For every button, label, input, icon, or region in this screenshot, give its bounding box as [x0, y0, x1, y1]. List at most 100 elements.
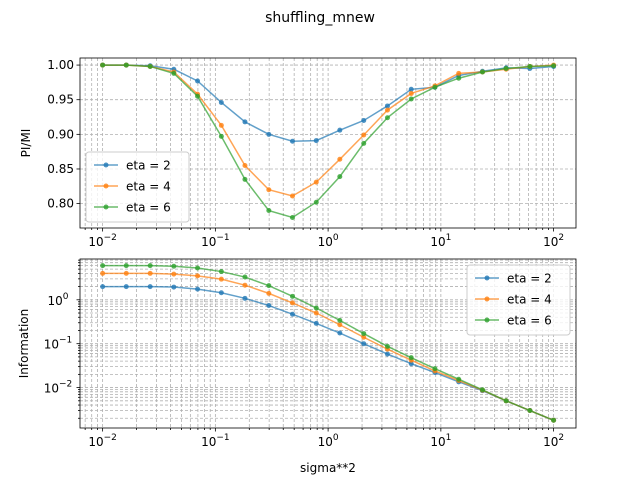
data-point	[289, 214, 295, 220]
legend-item-1: eta = 2	[94, 159, 171, 173]
data-point	[195, 265, 201, 271]
data-point	[147, 284, 153, 290]
data-point	[337, 322, 343, 328]
legend: eta = 2 eta = 4 eta = 6	[466, 264, 571, 336]
legend-swatch-marker	[484, 296, 490, 302]
series-line	[102, 64, 554, 197]
legend-item-2: eta = 4	[475, 293, 552, 307]
legend-label: eta = 2	[507, 272, 552, 286]
figure-suptitle: shuffling_mnew	[265, 10, 375, 26]
data-point	[218, 133, 224, 139]
x-tick-label: 10−2	[88, 433, 117, 449]
data-point	[432, 84, 438, 90]
series-3	[100, 263, 557, 423]
data-point	[171, 70, 177, 76]
legend-label: eta = 6	[507, 314, 552, 328]
data-point	[361, 341, 367, 347]
data-point	[313, 310, 319, 316]
legend-label: eta = 2	[126, 159, 171, 173]
data-point	[266, 290, 272, 296]
data-point	[218, 269, 224, 275]
legend: eta = 2 eta = 4 eta = 6	[85, 151, 190, 223]
data-point	[123, 263, 129, 269]
data-point	[195, 78, 201, 84]
data-point	[171, 284, 177, 290]
data-point	[384, 343, 390, 349]
data-point	[147, 263, 153, 269]
data-point	[266, 208, 272, 214]
legend-item-3: eta = 6	[475, 314, 552, 328]
data-point	[527, 408, 533, 414]
x-tick-label: 100	[318, 233, 339, 249]
data-point	[218, 276, 224, 282]
data-point	[384, 115, 390, 121]
x-tick-label: 102	[543, 433, 564, 449]
legend-swatch-marker	[484, 317, 490, 323]
data-point	[171, 271, 177, 277]
data-point	[408, 355, 414, 361]
data-point	[361, 132, 367, 138]
data-point	[313, 320, 319, 326]
y-axis-label: PI/MI	[19, 129, 33, 158]
data-point	[218, 99, 224, 105]
x-tick-label: 10−2	[88, 233, 117, 249]
x-axis-label: sigma**2	[300, 461, 356, 475]
data-point	[266, 283, 272, 289]
data-point	[432, 366, 438, 372]
x-tick-label: 102	[543, 233, 564, 249]
data-point	[123, 62, 129, 68]
series-line	[102, 264, 554, 421]
data-point	[242, 295, 248, 301]
legend-swatch-marker	[103, 204, 109, 210]
y-tick-label: 0.80	[47, 197, 74, 211]
data-point	[242, 176, 248, 182]
data-point	[361, 117, 367, 123]
series-3	[100, 62, 557, 220]
legend-item-2: eta = 4	[94, 180, 171, 194]
data-point	[242, 119, 248, 125]
x-tick-label: 100	[318, 433, 339, 449]
data-point	[313, 199, 319, 205]
data-point	[266, 303, 272, 309]
x-ticks	[84, 228, 555, 232]
data-point	[123, 284, 129, 290]
legend-box	[85, 151, 190, 223]
data-point	[337, 127, 343, 133]
legend-item-1: eta = 2	[475, 272, 552, 286]
data-point	[313, 305, 319, 311]
y-axis-label: Information	[17, 309, 31, 378]
x-tick-label: 10−1	[201, 233, 230, 249]
y-tick-label: 0.90	[47, 127, 74, 141]
data-point	[456, 376, 462, 382]
data-point	[195, 286, 201, 292]
data-point	[361, 140, 367, 146]
data-point	[100, 263, 106, 269]
data-point	[242, 274, 248, 280]
data-point	[218, 290, 224, 296]
data-point	[456, 75, 462, 81]
data-point	[289, 138, 295, 144]
data-point	[195, 273, 201, 279]
data-point	[100, 284, 106, 290]
data-point	[384, 107, 390, 113]
data-point	[289, 311, 295, 317]
series-line	[102, 64, 554, 219]
data-point	[289, 293, 295, 299]
y-tick-label: 100	[47, 292, 68, 308]
data-point	[456, 70, 462, 76]
data-point	[100, 62, 106, 68]
data-point	[527, 63, 533, 69]
y-ticks	[76, 259, 80, 419]
data-point	[479, 69, 485, 75]
data-point	[408, 90, 414, 96]
data-point	[408, 361, 414, 367]
y-tick-label: 10−2	[44, 380, 73, 396]
legend-box	[466, 264, 571, 336]
legend-swatch-marker	[484, 275, 490, 281]
data-point	[289, 193, 295, 199]
x-tick-label: 101	[430, 233, 451, 249]
y-ticks	[76, 64, 80, 205]
legend-label: eta = 4	[126, 180, 171, 194]
y-tick-label: 0.85	[47, 162, 74, 176]
data-point	[551, 63, 557, 69]
